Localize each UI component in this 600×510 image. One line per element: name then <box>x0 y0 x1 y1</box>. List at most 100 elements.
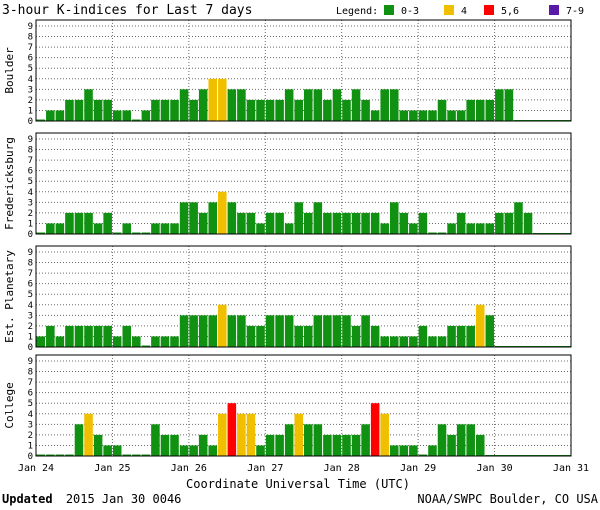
k-index-bar <box>437 232 447 234</box>
y-tick-label: 5 <box>28 290 33 300</box>
k-index-bar <box>160 99 170 121</box>
y-tick-label: 3 <box>28 85 33 95</box>
y-tick-label: 8 <box>28 146 33 156</box>
k-index-bar <box>332 89 342 121</box>
x-axis-ticks: Jan 24 Jan 25 Jan 26 Jan 27 Jan 28 Jan 29 Jan … <box>18 463 589 474</box>
y-tick-label: 9 <box>28 135 33 145</box>
k-index-bar <box>237 89 246 121</box>
k-index-bar <box>218 191 227 234</box>
k-index-bar <box>361 424 370 456</box>
k-index-bar <box>74 325 84 347</box>
y-tick-label: 5 <box>28 64 33 74</box>
k-index-bar <box>103 212 112 234</box>
y-tick-label: 3 <box>28 420 33 430</box>
k-index-bar <box>284 424 294 456</box>
k-index-bar <box>179 202 189 234</box>
k-index-bar <box>237 413 246 456</box>
k-index-bar <box>141 110 151 121</box>
panel-frame <box>35 19 572 122</box>
y-tick-label: 3 <box>28 198 33 208</box>
k-index-bar <box>265 212 275 234</box>
k-index-bar <box>151 424 160 456</box>
k-index-bar <box>304 212 313 234</box>
k-index-bar <box>93 434 103 456</box>
y-tick-label: 1 <box>28 106 33 116</box>
k-index-bar <box>475 434 485 456</box>
k-index-bar <box>456 212 466 234</box>
k-index-bar <box>103 99 112 121</box>
k-index-bar <box>294 202 303 234</box>
k-index-bar <box>112 445 122 456</box>
panel-frame <box>35 245 572 348</box>
k-index-bar <box>466 424 475 456</box>
k-index-bar <box>36 336 46 347</box>
y-tick-label: 0 <box>28 343 33 353</box>
k-index-bar <box>36 232 46 234</box>
k-index-bar <box>179 89 189 121</box>
y-tick-label: 1 <box>28 441 33 451</box>
y-tick-label: 8 <box>28 368 33 378</box>
k-index-bar <box>523 212 533 234</box>
k-index-bar <box>74 99 84 121</box>
k-index-bar <box>65 454 74 456</box>
k-index-bar <box>399 212 409 234</box>
k-index-bar <box>275 212 284 234</box>
k-index-bar <box>103 325 112 347</box>
k-index-bar <box>237 212 246 234</box>
k-index-bar <box>342 99 351 121</box>
k-index-bar <box>437 424 447 456</box>
k-index-bar <box>351 325 361 347</box>
k-index-bar <box>246 413 256 456</box>
y-tick-label: 1 <box>28 219 33 229</box>
y-tick-label: 2 <box>28 431 33 441</box>
k-index-bar <box>36 454 46 456</box>
x-tick-label: Jan 26 <box>171 463 207 474</box>
k-index-bar <box>103 445 112 456</box>
k-index-bar <box>151 99 160 121</box>
k-index-bar <box>218 78 227 121</box>
y-tick-label: 6 <box>28 280 33 290</box>
x-tick-label: Jan 30 <box>477 463 513 474</box>
k-index-bar <box>189 202 198 234</box>
k-index-bar <box>485 99 495 121</box>
footer-updated: Updated 2015 Jan 30 0046 <box>2 492 181 506</box>
y-tick-label: 6 <box>28 167 33 177</box>
k-index-bar <box>389 445 399 456</box>
k-index-bar <box>495 212 504 234</box>
k-index-bar <box>351 434 361 456</box>
k-index-bar <box>65 212 74 234</box>
k-index-bar <box>227 315 237 347</box>
x-tick-label: Jan 25 <box>94 463 130 474</box>
y-tick-label: 4 <box>28 188 33 198</box>
k-index-bar <box>466 99 475 121</box>
panel-label: College <box>3 382 16 428</box>
k-index-bar <box>256 445 265 456</box>
k-index-bar <box>389 89 399 121</box>
k-index-bar <box>122 110 132 121</box>
k-index-bar <box>323 434 332 456</box>
legend-item-7-9: 7-9 <box>566 6 584 17</box>
k-index-bar <box>208 202 218 234</box>
chart-title: 3-hour K-indices for Last 7 days <box>2 3 252 18</box>
k-index-bar <box>466 325 475 347</box>
k-index-bar <box>409 223 418 234</box>
k-index-bar <box>284 89 294 121</box>
legend-swatch-4 <box>444 5 454 15</box>
k-index-bar <box>189 445 198 456</box>
legend-item-5-6: 5,6 <box>501 6 519 17</box>
k-index-bar <box>409 445 418 456</box>
k-index-bar <box>160 336 170 347</box>
k-index-bar <box>418 325 428 347</box>
y-tick-label: 4 <box>28 410 33 420</box>
k-index-bar <box>132 232 141 234</box>
k-index-bar <box>265 315 275 347</box>
k-index-bar <box>485 315 495 347</box>
k-index-bar <box>342 434 351 456</box>
y-tick-label: 1 <box>28 332 33 342</box>
k-index-bar <box>132 119 141 121</box>
k-index-bar <box>227 89 237 121</box>
k-index-bar <box>208 445 218 456</box>
k-index-bar <box>170 99 179 121</box>
k-index-bar <box>437 336 447 347</box>
k-index-bar <box>313 202 323 234</box>
